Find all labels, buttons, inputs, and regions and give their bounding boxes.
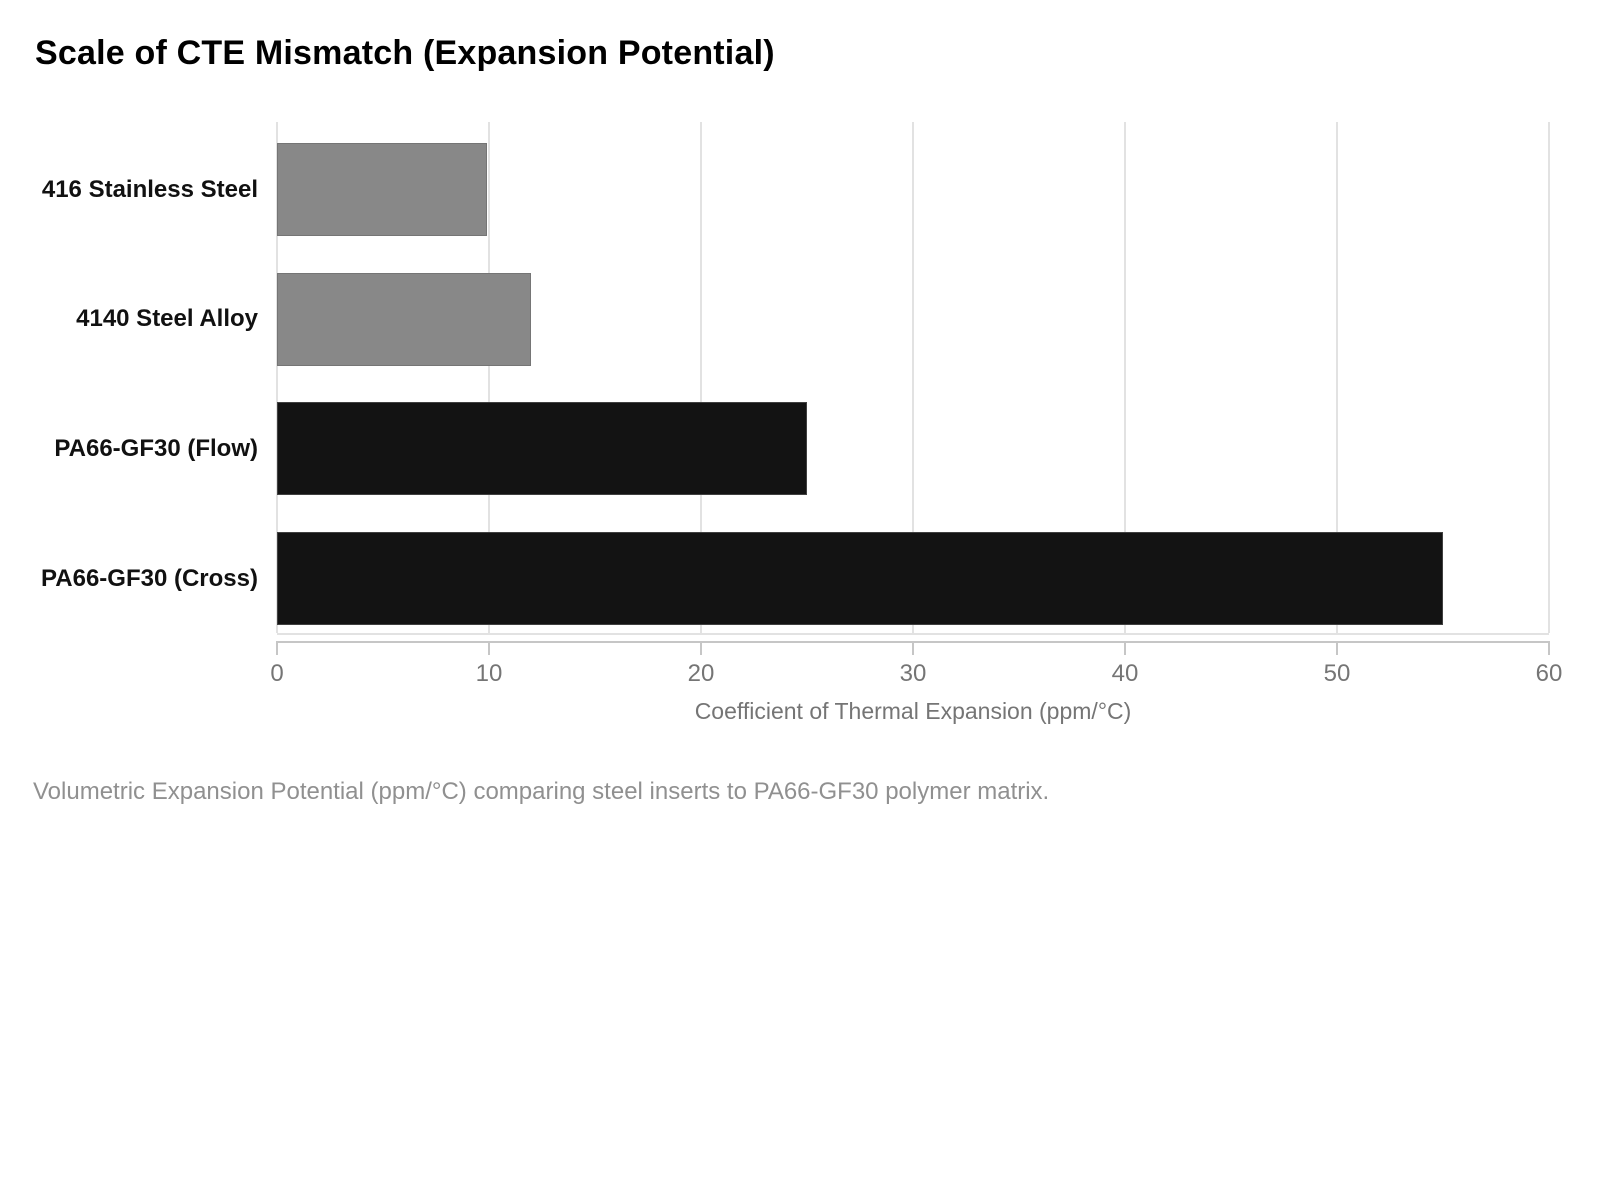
tick-label-30: 30 bbox=[899, 660, 927, 687]
tick-mark-10 bbox=[488, 641, 490, 655]
tick-mark-50 bbox=[1336, 641, 1338, 655]
x-axis-title: Coefficient of Thermal Expansion (ppm/°C… bbox=[694, 698, 1132, 724]
tick-mark-30 bbox=[912, 641, 914, 655]
tick-mark-40 bbox=[1124, 641, 1126, 655]
gridline-0 bbox=[276, 122, 278, 633]
gridline-20 bbox=[700, 122, 702, 633]
tick-mark-0 bbox=[276, 641, 278, 655]
tick-label-0: 0 bbox=[270, 660, 284, 687]
category-axis: 416 Stainless Steel 4140 Steel Alloy PA66-… bbox=[0, 122, 258, 633]
tick-mark-20 bbox=[700, 641, 702, 655]
gridline-50 bbox=[1336, 122, 1338, 633]
bar-pa66-gf30-flow bbox=[277, 402, 807, 496]
gridline-40 bbox=[1124, 122, 1126, 633]
gridline-60 bbox=[1548, 122, 1550, 633]
tick-label-60: 60 bbox=[1535, 660, 1563, 687]
category-label-4140-steel-alloy: 4140 Steel Alloy bbox=[76, 305, 258, 333]
x-axis: 0 10 20 30 40 50 60 bbox=[270, 641, 1562, 711]
gridline-10 bbox=[488, 122, 490, 633]
bar-pa66-gf30-cross bbox=[277, 532, 1443, 625]
chart-title: Scale of CTE Mismatch (Expansion Potenti… bbox=[35, 34, 775, 72]
bar-4140-steel-alloy bbox=[277, 272, 532, 366]
gridline-30 bbox=[912, 122, 914, 633]
bar-416-stainless-steel bbox=[277, 143, 487, 236]
tick-label-20: 20 bbox=[687, 660, 715, 687]
category-label-416-stainless-steel: 416 Stainless Steel bbox=[41, 175, 258, 203]
tick-label-50: 50 bbox=[1323, 660, 1351, 687]
tick-label-10: 10 bbox=[475, 660, 503, 687]
category-label-pa66-gf30-flow: PA66-GF30 (Flow) bbox=[54, 434, 258, 462]
category-label-pa66-gf30-cross: PA66-GF30 (Cross) bbox=[41, 564, 258, 592]
tick-mark-60 bbox=[1548, 641, 1550, 655]
plot-area bbox=[276, 122, 1550, 635]
chart-caption: Volumetric Expansion Potential (ppm/°C) … bbox=[33, 778, 1050, 805]
tick-label-40: 40 bbox=[1111, 660, 1139, 687]
